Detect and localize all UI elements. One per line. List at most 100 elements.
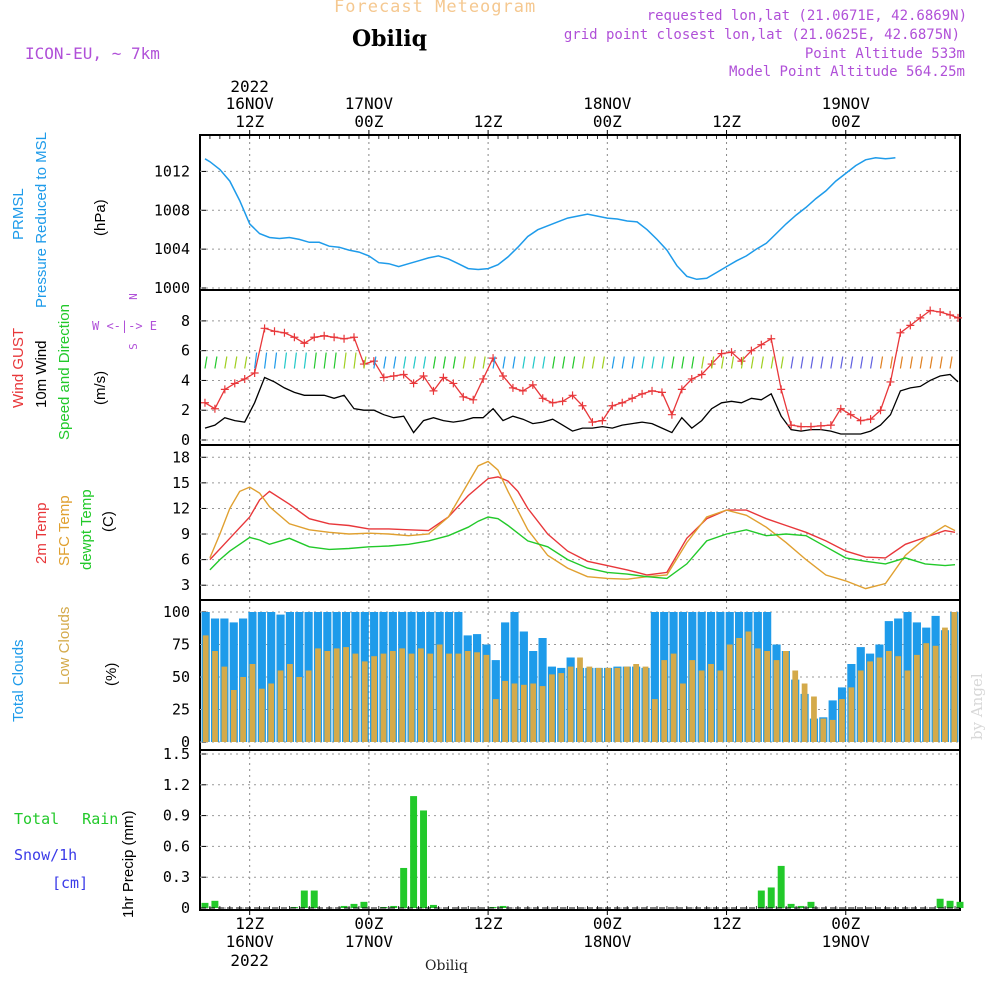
precip-ytick-4: 1.2 xyxy=(163,776,190,794)
low-cloud-bar-12 xyxy=(315,648,321,742)
wind-gust-marker-12 xyxy=(320,331,329,340)
low-cloud-bar-18 xyxy=(371,656,378,742)
rain-bar-18 xyxy=(777,865,785,908)
top-hour-label-2: 12Z xyxy=(474,112,503,131)
total-cloud-bar-48 xyxy=(650,612,659,742)
wind-direction-arrow-47 xyxy=(363,356,367,369)
wind-gust-marker-50 xyxy=(697,370,706,379)
rain-bar-11 xyxy=(410,796,418,908)
requested-location: requested lon,lat (21.0671E, 42.6869N) xyxy=(646,8,967,24)
wind-direction-arrow-139 xyxy=(820,356,824,369)
low-cloud-bar-58 xyxy=(745,631,752,742)
panel-frame-precip xyxy=(199,749,961,911)
wind-direction-arrow-31 xyxy=(283,352,288,369)
wind-gust-marker-63 xyxy=(826,421,835,430)
wind-direction-arrow-59 xyxy=(422,356,427,369)
precip-ytick-2: 0.6 xyxy=(163,837,190,855)
clouds-ytick-3: 75 xyxy=(172,636,190,654)
wind-direction-arrow-143 xyxy=(840,356,844,369)
low-cloud-bar-74 xyxy=(895,656,902,742)
wind-direction-arrow-137 xyxy=(810,356,814,369)
total-cloud-bar-6 xyxy=(257,612,266,742)
wind-gust-marker-47 xyxy=(667,410,676,419)
low-cloud-bar-26 xyxy=(446,653,452,742)
wind-direction-arrow-33 xyxy=(293,352,297,369)
wind-gust-marker-9 xyxy=(290,333,299,342)
low-cloud-bar-41 xyxy=(586,666,593,742)
wind-ytick-1: 2 xyxy=(181,401,190,419)
temp-sfc-line xyxy=(209,460,956,590)
bottom-hour-label-0: 12Z xyxy=(235,914,264,933)
wind-direction-arrow-95 xyxy=(601,356,605,369)
wind-gust-marker-28 xyxy=(479,374,488,383)
rain-bar-20 xyxy=(797,905,805,908)
wind-direction-arrow-111 xyxy=(681,356,685,369)
wind-direction-arrow-127 xyxy=(760,356,764,369)
low-cloud-bar-5 xyxy=(249,664,256,742)
bottom-hour-label-4: 12Z xyxy=(712,914,741,933)
wind-direction-arrow-73 xyxy=(492,356,496,369)
wind-direction-arrow-69 xyxy=(472,356,476,369)
low-cloud-bar-23 xyxy=(418,648,424,742)
snow-unit: [cm] xyxy=(52,874,89,892)
rain-bar-5 xyxy=(340,905,348,908)
wind-direction-arrow-89 xyxy=(571,356,576,369)
low-cloud-bar-13 xyxy=(324,651,331,742)
rain-bar-7 xyxy=(360,901,368,908)
wind-direction-arrow-35 xyxy=(303,352,307,369)
top-date-label-5: 19NOV xyxy=(822,94,871,113)
wind-gust-marker-55 xyxy=(747,346,756,355)
wind-direction-arrow-117 xyxy=(711,356,715,369)
low-cloud-bar-69 xyxy=(848,687,855,742)
compass-we: W <-|-> E xyxy=(92,319,158,333)
rain-bar-12 xyxy=(420,810,428,908)
wind-gust-marker-40 xyxy=(598,416,607,425)
wind-gust-marker-43 xyxy=(628,394,637,403)
wind-gust-marker-20 xyxy=(399,370,408,379)
low-cloud-bar-25 xyxy=(436,644,443,742)
rain-bar-6 xyxy=(350,903,358,908)
wind-gust-marker-57 xyxy=(767,334,776,343)
wind-direction-arrow-19 xyxy=(224,356,228,369)
wind-direction-arrow-17 xyxy=(214,356,218,369)
wind-gust-marker-32 xyxy=(518,386,527,395)
wind-gust-marker-5 xyxy=(250,369,259,377)
wind-gust-marker-56 xyxy=(757,340,766,349)
wind-gust-marker-68 xyxy=(876,406,885,415)
low-cloud-bar-36 xyxy=(539,686,546,742)
wind-gust-marker-27 xyxy=(469,395,478,404)
low-cloud-bar-27 xyxy=(455,653,462,742)
wind-direction-arrow-153 xyxy=(889,356,894,369)
wind-gust-marker-35 xyxy=(548,398,557,407)
low-cloud-bar-77 xyxy=(923,643,930,742)
wind-gust-marker-71 xyxy=(906,321,915,330)
wind-gust-marker-38 xyxy=(578,401,587,410)
low-cloud-bar-39 xyxy=(567,666,574,742)
wind-direction-arrow-43 xyxy=(343,352,347,369)
wind-gust-marker-65 xyxy=(846,410,855,419)
wind-gust-marker-10 xyxy=(300,339,309,348)
temperature-ytick-0: 3 xyxy=(181,576,190,594)
wind-gust-marker-59 xyxy=(787,421,796,430)
wind-gust-marker-29 xyxy=(489,354,498,363)
low-cloud-bar-21 xyxy=(399,648,406,742)
wind-direction-arrow-91 xyxy=(581,356,586,369)
low-cloud-bar-38 xyxy=(558,673,565,742)
rain-bar-24 xyxy=(956,901,964,908)
panel-frame-pressure xyxy=(199,134,961,291)
wind-gust-marker-44 xyxy=(638,389,647,398)
low-cloud-bar-79 xyxy=(942,627,948,742)
wind-gust-marker-21 xyxy=(409,379,418,388)
low-cloud-bar-53 xyxy=(698,670,705,742)
wind-direction-arrow-37 xyxy=(313,352,317,369)
wind-gust-marker-2 xyxy=(220,385,229,394)
low-cloud-bar-59 xyxy=(754,648,761,742)
low-cloud-bar-46 xyxy=(633,664,640,742)
low-cloud-bar-9 xyxy=(287,664,293,742)
precip-ytick-1: 0.3 xyxy=(163,868,190,886)
top-date-label-0: 16NOV xyxy=(226,94,275,113)
wind-gust-marker-61 xyxy=(806,422,815,431)
rain-bar-21 xyxy=(807,901,815,908)
wind-gust-marker-72 xyxy=(916,313,925,322)
wind-direction-arrow-121 xyxy=(730,356,735,369)
